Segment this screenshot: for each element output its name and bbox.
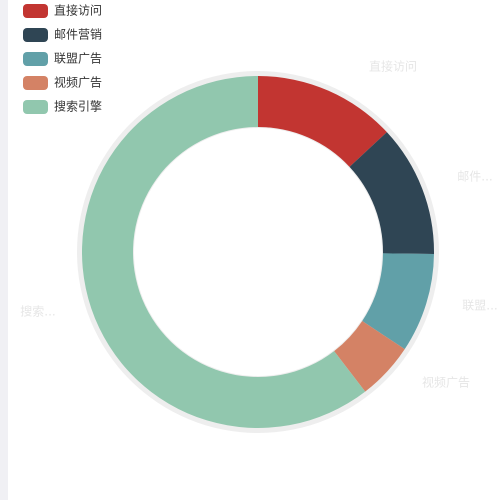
legend-swatch (23, 4, 48, 18)
donut-slice (349, 132, 434, 254)
slice-label: 直接访问 (369, 59, 417, 74)
slice-label: 搜索... (20, 304, 55, 319)
legend-label: 直接访问 (54, 3, 102, 18)
slice-label: 联盟... (462, 299, 497, 313)
donut-slice (258, 76, 387, 167)
legend-label: 视频广告 (54, 75, 102, 90)
side-strip (0, 0, 8, 500)
donut-slice (362, 253, 434, 350)
legend-swatch (23, 100, 48, 114)
legend-label: 联盟广告 (54, 52, 102, 66)
slice-label: 视频广告 (422, 375, 470, 390)
legend-swatch (23, 52, 48, 66)
legend-label: 邮件营销 (54, 28, 102, 42)
donut-slice (82, 76, 366, 428)
slice-label: 邮件... (457, 170, 492, 184)
donut-slice (334, 321, 405, 392)
donut-hole-bg (134, 128, 382, 376)
legend-swatch (23, 28, 48, 42)
legend-label: 搜索引擎 (54, 99, 102, 114)
legend-swatch (23, 76, 48, 90)
